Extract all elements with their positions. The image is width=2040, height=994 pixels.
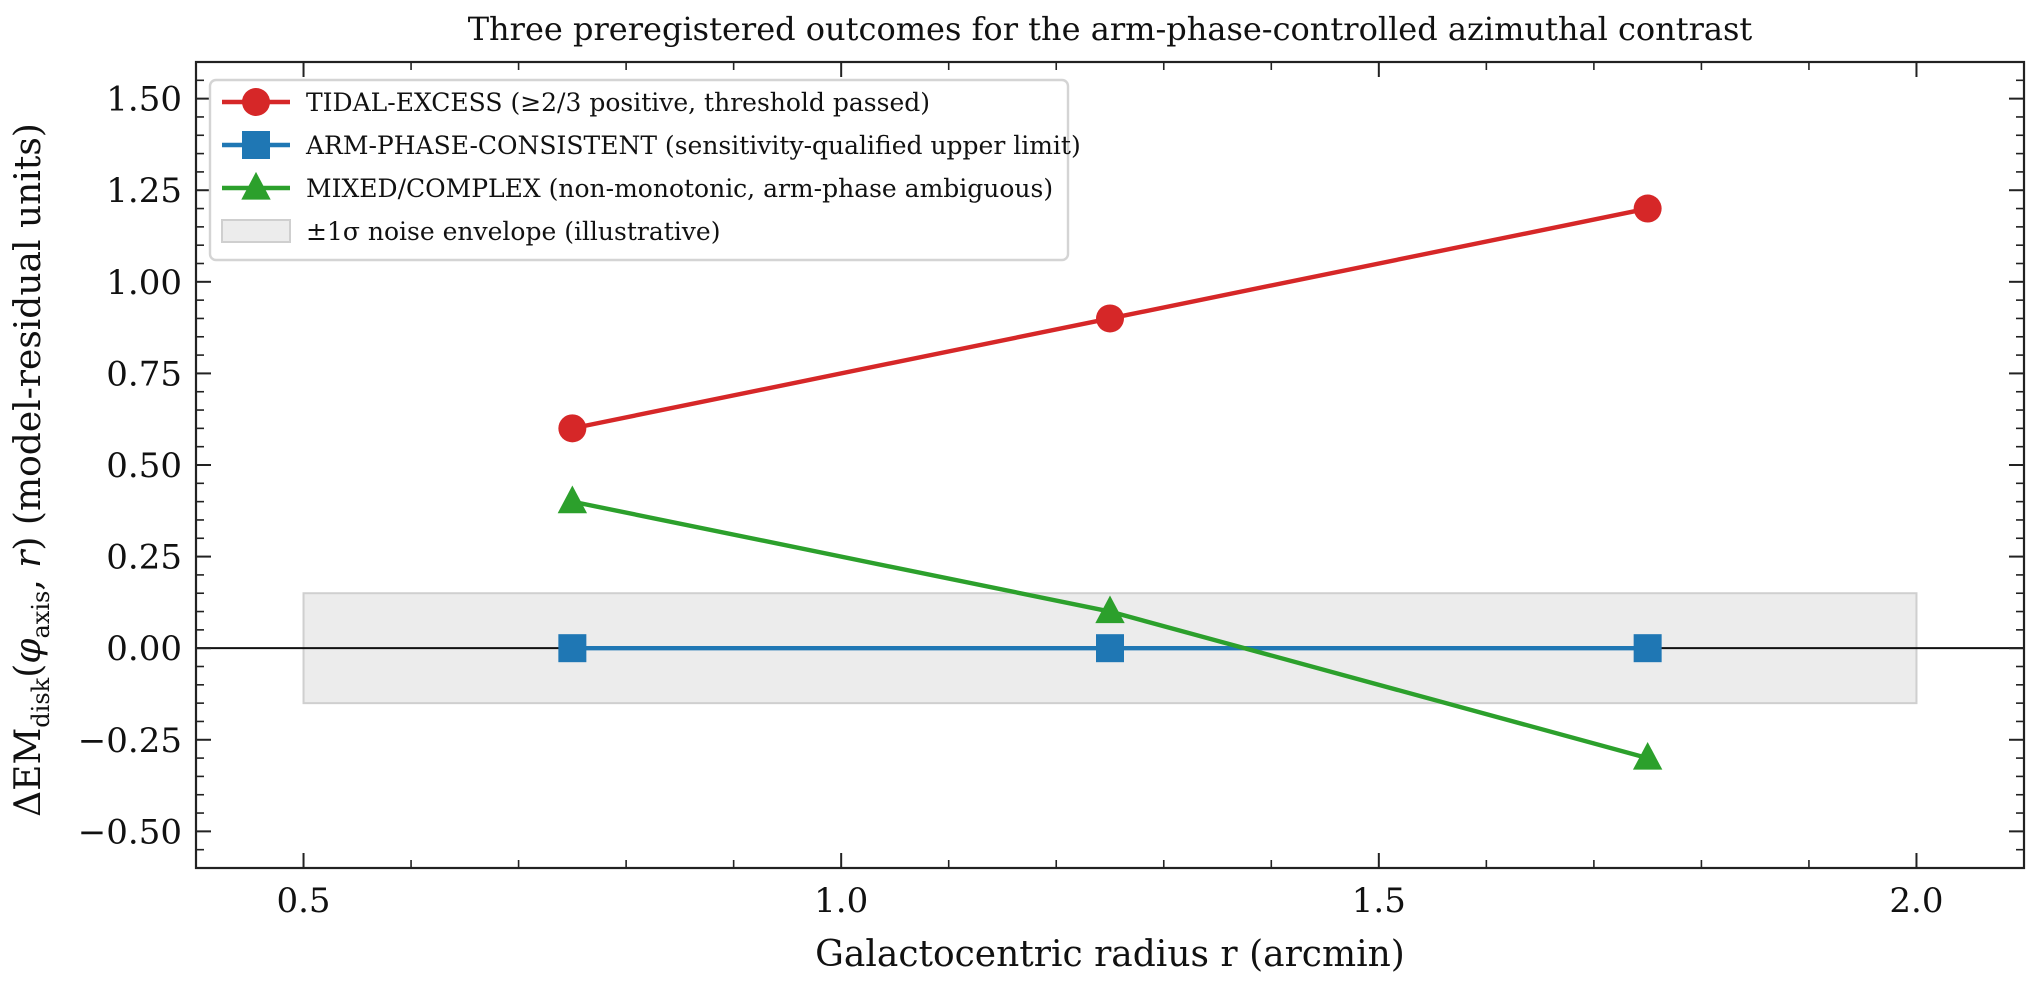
chart-title: Three preregistered outcomes for the arm…	[468, 10, 1753, 48]
data-point-tidal-excess	[1633, 194, 1662, 223]
y-axis-label-paren-close: )	[8, 537, 49, 551]
legend-frame	[208, 78, 1070, 262]
y-tick-label: 1.50	[106, 80, 182, 120]
y-axis-label-sub: disk	[27, 677, 55, 727]
series-mixed-complex	[557, 485, 1663, 770]
y-tick-label: −0.50	[78, 812, 182, 852]
legend-label-mixed-complex: MIXED/COMPLEX (non-monotonic, arm-phase …	[306, 174, 1053, 203]
series-arm-phase-consistent	[558, 634, 1662, 663]
y-axis-label-phi-sub: axis	[27, 591, 55, 639]
series-layer	[557, 194, 1663, 770]
data-point-mixed-complex	[557, 485, 588, 514]
legend-entry-tidal-excess: TIDAL-EXCESS (≥2/3 positive, threshold p…	[222, 88, 930, 117]
y-axis-label-paren-open: (	[8, 664, 49, 678]
data-point-arm-phase-consistent	[1096, 634, 1124, 663]
data-point-arm-phase-consistent	[1633, 634, 1662, 663]
legend-label-tidal-excess: TIDAL-EXCESS (≥2/3 positive, threshold p…	[306, 88, 930, 117]
legend-label-arm-phase-consistent: ARM-PHASE-CONSISTENT (sensitivity-qualif…	[305, 131, 1081, 160]
y-tick-label: 1.25	[106, 171, 182, 211]
legend-entry-arm-phase-consistent: ARM-PHASE-CONSISTENT (sensitivity-qualif…	[222, 131, 1081, 160]
y-tick-label: −0.25	[78, 721, 182, 761]
series-tidal-excess	[558, 194, 1662, 443]
legend-marker-mixed-complex	[241, 171, 271, 200]
plot-frame	[194, 60, 2026, 870]
y-axis-label-main: ΔEM	[8, 728, 49, 817]
legend-label-noise-envelope: ±1σ noise envelope (illustrative)	[306, 217, 720, 246]
data-point-mixed-complex	[1095, 595, 1125, 624]
data-point-mixed-complex	[1632, 741, 1663, 770]
data-point-tidal-excess	[558, 414, 587, 443]
legend: TIDAL-EXCESS (≥2/3 positive, threshold p…	[208, 78, 1081, 262]
y-axis-label-suffix: (model-residual units)	[8, 123, 49, 536]
data-point-tidal-excess	[1096, 304, 1124, 333]
x-axis-label: Galactocentric radius r (arcmin)	[815, 934, 1405, 975]
x-tick-label: 0.5	[276, 881, 330, 921]
legend-marker-tidal-excess	[242, 88, 270, 116]
y-tick-label: 0.75	[106, 354, 182, 394]
y-axis-label-phi: φ	[8, 638, 49, 664]
x-tick-label: 1.5	[1352, 881, 1406, 921]
legend-marker-arm-phase-consistent	[242, 131, 270, 159]
y-tick-label: 0.00	[106, 629, 182, 669]
legend-entry-mixed-complex: MIXED/COMPLEX (non-monotonic, arm-phase …	[222, 171, 1053, 203]
legend-band-swatch	[221, 219, 291, 243]
y-tick-label: 1.00	[106, 263, 182, 303]
legend-entry-noise-envelope: ±1σ noise envelope (illustrative)	[221, 217, 720, 246]
y-axis-label-r: r	[8, 549, 49, 568]
data-point-arm-phase-consistent	[558, 634, 587, 663]
x-tick-label: 1.0	[814, 881, 868, 921]
ticks-layer: 0.5 1.0 1.5 2.0 −0.50 −0.25 0.00 0.25 0.50 0.75 1.…	[78, 61, 2025, 921]
y-axis-label: ΔEMdisk(φaxis, r) (model-residual units)	[8, 123, 55, 817]
y-axis-label-comma: ,	[8, 568, 49, 591]
y-tick-label: 0.25	[106, 538, 182, 578]
y-tick-label: 0.50	[106, 446, 182, 486]
x-tick-label: 2.0	[1889, 881, 1943, 921]
